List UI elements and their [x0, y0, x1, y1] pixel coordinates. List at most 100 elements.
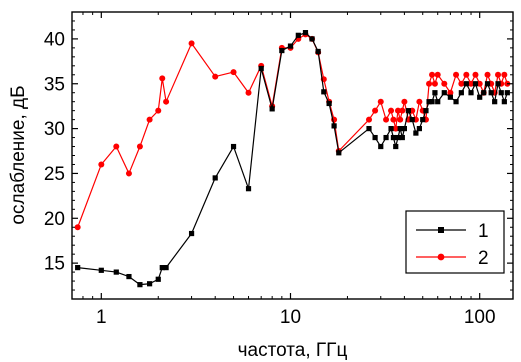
series-2-point — [125, 170, 132, 177]
series-1-point — [399, 134, 405, 141]
series-1-point — [397, 125, 403, 132]
series-2-point — [397, 116, 404, 123]
series-2-point — [98, 161, 105, 168]
legend-box — [405, 210, 505, 274]
series-1-point — [453, 99, 459, 105]
series-1-point — [331, 123, 337, 129]
series-2-point — [476, 80, 483, 87]
y-tick-label: 20 — [44, 209, 65, 230]
series-1-point — [458, 90, 464, 96]
series-2-point — [501, 71, 508, 78]
series-2-point — [113, 143, 120, 150]
series-2-point — [392, 125, 399, 132]
series-layer — [74, 30, 511, 288]
series-1-point — [463, 81, 469, 87]
series-1-point — [163, 265, 169, 271]
series-1-point — [416, 125, 422, 132]
series-1-point — [366, 125, 372, 132]
series-1-point — [315, 48, 321, 55]
series-2-point — [463, 71, 470, 78]
series-2-point — [394, 107, 401, 114]
series-1-point — [159, 265, 165, 271]
series-1-point — [326, 100, 332, 107]
series-2-point — [468, 80, 475, 87]
ticks-layer: 15 20 25 30 35 40 1 10 100 — [44, 11, 513, 328]
series-2-point — [146, 116, 153, 123]
series-1-point — [429, 99, 435, 105]
series-2-point — [136, 143, 143, 150]
series-1-point — [383, 134, 389, 141]
series-1-point — [230, 143, 237, 150]
series-1-point — [409, 117, 415, 123]
series-2-point — [230, 69, 237, 76]
series-1-point — [388, 125, 394, 132]
series-1-point — [279, 47, 285, 54]
y-axis-label: ослабление, дБ — [8, 85, 29, 224]
series-1-point — [245, 186, 252, 192]
legend-marker-1 — [438, 227, 444, 233]
series-2-point — [472, 71, 479, 78]
series-1-point — [401, 125, 407, 132]
series-2-point — [372, 107, 379, 114]
series-1-point — [423, 108, 429, 114]
legend-label-1: 1 — [478, 221, 489, 242]
series-2-point — [383, 116, 390, 123]
series-1-point — [321, 89, 327, 95]
series-1-point — [484, 81, 491, 87]
series-1-point — [378, 143, 384, 150]
series-2-point — [377, 98, 384, 105]
series-1-point — [113, 269, 119, 275]
series-1-point — [390, 134, 397, 141]
series-1-point — [98, 267, 104, 273]
series-1-point — [420, 117, 426, 123]
series-1-point — [498, 90, 504, 96]
series-1-point — [426, 99, 432, 105]
series-2-point — [163, 98, 170, 105]
series-1-point — [441, 90, 447, 96]
series-2-point — [155, 107, 162, 114]
series-2-point — [188, 40, 195, 47]
y-tick-label: 15 — [44, 254, 65, 275]
series-1-point — [413, 130, 419, 136]
series-1-point — [432, 90, 438, 96]
series-2-point — [401, 98, 408, 105]
series-2-point — [388, 107, 395, 114]
series-1-point — [477, 94, 483, 100]
series-1-point — [309, 36, 315, 42]
series-1-point — [212, 175, 218, 181]
series-1-point — [126, 273, 132, 280]
series-2-point — [441, 80, 448, 87]
series-2-point — [416, 98, 423, 105]
series-1-point — [447, 94, 453, 100]
series-1-point — [468, 90, 474, 96]
x-tick-label: 10 — [280, 307, 301, 328]
series-1-point — [492, 99, 498, 105]
series-2-point — [159, 75, 166, 82]
legend: 1 2 — [405, 210, 505, 274]
series-1-point — [137, 282, 143, 288]
series-2-point — [429, 71, 436, 78]
series-2-point — [399, 107, 406, 114]
series-1-point — [405, 108, 412, 114]
series-1-point — [488, 90, 494, 96]
series-2-point — [426, 80, 433, 87]
series-2-point — [245, 89, 252, 96]
series-2-point — [447, 89, 454, 96]
series-1-point — [269, 106, 275, 112]
series-1-point — [258, 65, 264, 72]
series-1-point — [481, 90, 487, 96]
series-2-point — [366, 116, 373, 123]
series-1-point — [75, 265, 81, 271]
series-1-point — [395, 134, 401, 141]
series-1-point — [155, 276, 161, 282]
series-1-point — [472, 81, 479, 87]
series-1-point — [287, 43, 294, 49]
series-1-point — [372, 134, 378, 141]
series-2-point — [453, 71, 460, 78]
y-tick-label: 40 — [44, 29, 65, 50]
series-1-point — [435, 99, 441, 105]
series-1-point — [336, 150, 342, 156]
y-tick-label: 30 — [44, 119, 65, 140]
